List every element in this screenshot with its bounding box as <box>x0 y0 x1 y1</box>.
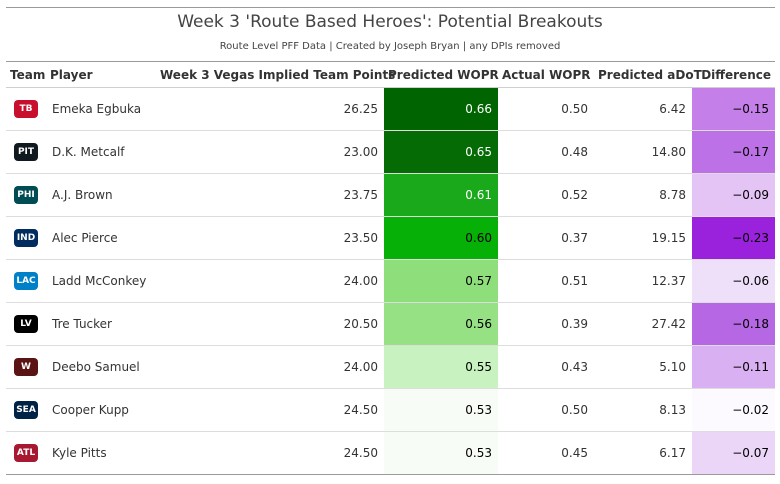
column-header-team: Team <box>6 62 46 88</box>
actual-wopr-cell: 0.45 <box>498 431 594 475</box>
predicted-wopr-cell: 0.66 <box>384 87 498 131</box>
predicted-wopr-cell: 0.57 <box>384 259 498 303</box>
data-table: Team Player Week 3 Vegas Implied Team Po… <box>6 62 775 475</box>
column-header-predicted-adot: Predicted aDoT <box>594 62 702 88</box>
implied-points-cell: 23.00 <box>156 130 384 174</box>
actual-wopr-cell: 0.39 <box>498 302 594 346</box>
predicted-wopr-cell: 0.65 <box>384 130 498 174</box>
falcons-logo-icon: ATL <box>14 444 38 462</box>
predicted-wopr-cell: 0.55 <box>384 345 498 389</box>
table-row: LV Tre Tucker 20.50 0.56 0.39 27.42 −0.18 <box>6 302 775 346</box>
team-cell: LV <box>6 302 46 346</box>
actual-wopr-cell: 0.52 <box>498 173 594 217</box>
commanders-logo-icon: W <box>14 358 38 376</box>
difference-cell: −0.15 <box>692 87 775 131</box>
table-row: W Deebo Samuel 24.00 0.55 0.43 5.10 −0.11 <box>6 345 775 389</box>
predicted-adot-cell: 6.17 <box>594 431 692 475</box>
difference-cell: −0.11 <box>692 345 775 389</box>
player-cell: Cooper Kupp <box>46 388 156 432</box>
table-row: ATL Kyle Pitts 24.50 0.53 0.45 6.17 −0.07 <box>6 431 775 475</box>
chart-title: Week 3 'Route Based Heroes': Potential B… <box>177 12 603 32</box>
player-cell: A.J. Brown <box>46 173 156 217</box>
difference-cell: −0.23 <box>692 216 775 260</box>
buccaneers-logo-icon: TB <box>14 100 38 118</box>
eagles-logo-icon: PHI <box>14 186 38 204</box>
actual-wopr-cell: 0.37 <box>498 216 594 260</box>
implied-points-cell: 26.25 <box>156 87 384 131</box>
predicted-adot-cell: 14.80 <box>594 130 692 174</box>
table-row: TB Emeka Egbuka 26.25 0.66 0.50 6.42 −0.15 <box>6 87 775 131</box>
predicted-adot-cell: 6.42 <box>594 87 692 131</box>
top-rule <box>6 7 775 8</box>
team-cell: LAC <box>6 259 46 303</box>
player-cell: Ladd McConkey <box>46 259 156 303</box>
column-header-implied-points: Week 3 Vegas Implied Team Points <box>156 62 395 88</box>
predicted-adot-cell: 19.15 <box>594 216 692 260</box>
actual-wopr-cell: 0.50 <box>498 388 594 432</box>
predicted-adot-cell: 8.13 <box>594 388 692 432</box>
implied-points-cell: 24.50 <box>156 388 384 432</box>
chart-subtitle: Route Level PFF Data | Created by Joseph… <box>219 41 561 52</box>
table-row: PHI A.J. Brown 23.75 0.61 0.52 8.78 −0.09 <box>6 173 775 217</box>
chargers-logo-icon: LAC <box>14 272 38 290</box>
player-cell: Tre Tucker <box>46 302 156 346</box>
player-cell: Deebo Samuel <box>46 345 156 389</box>
predicted-wopr-cell: 0.56 <box>384 302 498 346</box>
implied-points-cell: 20.50 <box>156 302 384 346</box>
table-row: PIT D.K. Metcalf 23.00 0.65 0.48 14.80 −0.17 <box>6 130 775 174</box>
player-cell: Alec Pierce <box>46 216 156 260</box>
team-cell: TB <box>6 87 46 131</box>
implied-points-cell: 24.50 <box>156 431 384 475</box>
actual-wopr-cell: 0.43 <box>498 345 594 389</box>
actual-wopr-cell: 0.51 <box>498 259 594 303</box>
predicted-adot-cell: 8.78 <box>594 173 692 217</box>
player-cell: D.K. Metcalf <box>46 130 156 174</box>
team-cell: PIT <box>6 130 46 174</box>
predicted-wopr-cell: 0.53 <box>384 431 498 475</box>
team-cell: ATL <box>6 431 46 475</box>
difference-cell: −0.02 <box>692 388 775 432</box>
predicted-adot-cell: 27.42 <box>594 302 692 346</box>
actual-wopr-cell: 0.48 <box>498 130 594 174</box>
steelers-logo-icon: PIT <box>14 143 38 161</box>
table-row: SEA Cooper Kupp 24.50 0.53 0.50 8.13 −0.02 <box>6 388 775 432</box>
player-cell: Emeka Egbuka <box>46 87 156 131</box>
colts-logo-icon: IND <box>14 229 38 247</box>
raiders-logo-icon: LV <box>14 315 38 333</box>
difference-cell: −0.17 <box>692 130 775 174</box>
implied-points-cell: 24.00 <box>156 259 384 303</box>
seahawks-logo-icon: SEA <box>14 401 38 419</box>
column-header-difference: Difference <box>692 62 775 88</box>
difference-cell: −0.09 <box>692 173 775 217</box>
team-cell: SEA <box>6 388 46 432</box>
implied-points-cell: 23.75 <box>156 173 384 217</box>
team-cell: IND <box>6 216 46 260</box>
predicted-wopr-cell: 0.53 <box>384 388 498 432</box>
header-row: Team Player Week 3 Vegas Implied Team Po… <box>6 62 775 88</box>
table-row: LAC Ladd McConkey 24.00 0.57 0.51 12.37 −0.06 <box>6 259 775 303</box>
actual-wopr-cell: 0.50 <box>498 87 594 131</box>
predicted-wopr-cell: 0.61 <box>384 173 498 217</box>
player-cell: Kyle Pitts <box>46 431 156 475</box>
table-body: TB Emeka Egbuka 26.25 0.66 0.50 6.42 −0.15 PIT D… <box>6 87 775 475</box>
difference-cell: −0.18 <box>692 302 775 346</box>
implied-points-cell: 24.00 <box>156 345 384 389</box>
difference-cell: −0.07 <box>692 431 775 475</box>
table-row: IND Alec Pierce 23.50 0.60 0.37 19.15 −0.23 <box>6 216 775 260</box>
column-header-predicted-wopr: Predicted WOPR <box>384 62 499 88</box>
team-cell: W <box>6 345 46 389</box>
predicted-adot-cell: 12.37 <box>594 259 692 303</box>
difference-cell: −0.06 <box>692 259 775 303</box>
team-cell: PHI <box>6 173 46 217</box>
header-rule <box>6 61 775 62</box>
implied-points-cell: 23.50 <box>156 216 384 260</box>
column-header-player: Player <box>46 62 156 88</box>
predicted-wopr-cell: 0.60 <box>384 216 498 260</box>
column-header-actual-wopr: Actual WOPR <box>498 62 594 88</box>
predicted-adot-cell: 5.10 <box>594 345 692 389</box>
